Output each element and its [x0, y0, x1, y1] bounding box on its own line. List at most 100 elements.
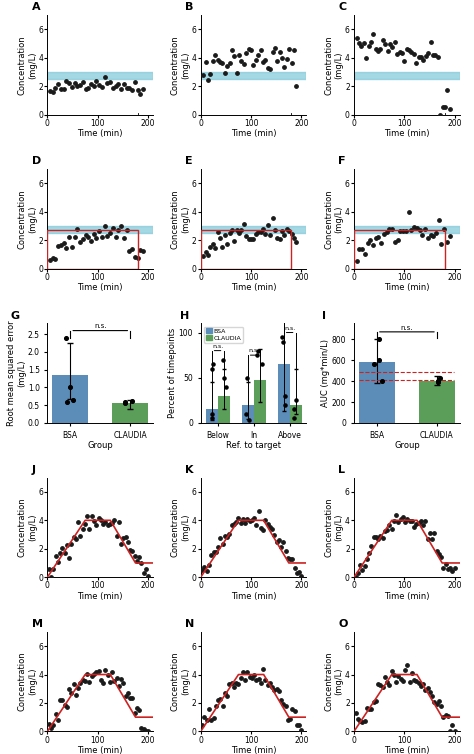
X-axis label: Time (min): Time (min): [231, 592, 276, 601]
Point: [255, 673, 263, 685]
Text: O: O: [338, 619, 347, 629]
Point: [99, 518, 107, 530]
Point: [119, 532, 127, 544]
Point: [201, 561, 208, 573]
Point: [417, 51, 425, 63]
Bar: [201, 226, 307, 233]
Point: [438, 238, 445, 250]
Y-axis label: Concentration
(mg/L): Concentration (mg/L): [171, 35, 190, 95]
Point: [435, 214, 443, 226]
Point: [235, 678, 242, 690]
Point: [115, 78, 122, 90]
Text: D: D: [32, 156, 41, 167]
Point: [259, 57, 267, 69]
Point: [419, 678, 427, 690]
Point: [415, 517, 422, 529]
Point: [106, 227, 114, 239]
Point: [211, 50, 219, 62]
Point: [54, 713, 62, 725]
Point: [376, 679, 384, 691]
Point: [57, 239, 64, 251]
Point: [123, 82, 130, 94]
Point: [424, 532, 431, 544]
Point: [278, 52, 286, 64]
Point: [298, 570, 305, 582]
Point: [408, 46, 415, 58]
Point: [282, 399, 289, 411]
Point: [226, 528, 233, 540]
Point: [367, 541, 375, 553]
Point: [126, 82, 133, 94]
Point: [79, 674, 87, 686]
Point: [217, 532, 224, 544]
Text: n.s.: n.s.: [401, 325, 413, 331]
Point: [112, 231, 119, 243]
Point: [291, 705, 299, 717]
Point: [286, 553, 294, 566]
Point: [72, 533, 80, 545]
Point: [383, 226, 391, 238]
Bar: [242, 405, 254, 423]
Point: [280, 698, 287, 710]
Point: [374, 45, 382, 57]
Point: [370, 28, 377, 40]
Point: [279, 336, 287, 348]
Point: [377, 238, 385, 250]
Text: n.s.: n.s.: [284, 326, 295, 331]
Point: [117, 673, 125, 685]
Y-axis label: Concentration
(mg/L): Concentration (mg/L): [18, 189, 37, 249]
Point: [290, 44, 298, 56]
Point: [396, 46, 403, 58]
Point: [83, 669, 91, 681]
Point: [264, 62, 272, 74]
Point: [65, 683, 73, 695]
Point: [106, 676, 114, 688]
Point: [237, 517, 245, 529]
Point: [203, 714, 210, 726]
Point: [68, 81, 76, 93]
Point: [200, 69, 207, 81]
Point: [434, 375, 441, 387]
Point: [118, 219, 125, 231]
Point: [246, 515, 254, 527]
Point: [73, 223, 81, 235]
Point: [140, 723, 147, 735]
Point: [205, 703, 213, 715]
Point: [214, 541, 222, 553]
Point: [352, 707, 359, 719]
Point: [381, 671, 389, 683]
Point: [68, 538, 75, 550]
Point: [250, 670, 258, 682]
Text: n.s.: n.s.: [212, 344, 223, 349]
Point: [59, 694, 66, 706]
Point: [95, 665, 102, 677]
Point: [222, 381, 229, 393]
Point: [63, 75, 70, 87]
Point: [128, 545, 136, 557]
Point: [90, 228, 98, 240]
Point: [285, 225, 293, 237]
Point: [276, 234, 283, 246]
Point: [451, 562, 458, 574]
Point: [367, 703, 375, 716]
Point: [281, 228, 288, 241]
Point: [385, 519, 393, 531]
Point: [55, 241, 62, 253]
Point: [247, 44, 255, 56]
Point: [216, 232, 224, 244]
Point: [137, 244, 144, 256]
Point: [79, 76, 87, 88]
Point: [93, 232, 100, 244]
Point: [104, 670, 111, 682]
Point: [46, 84, 54, 97]
Point: [374, 533, 382, 545]
Y-axis label: Concentration
(mg/L): Concentration (mg/L): [18, 651, 37, 712]
Point: [394, 234, 401, 246]
Bar: [206, 409, 218, 423]
Point: [88, 510, 96, 522]
Point: [440, 562, 447, 575]
Point: [268, 523, 276, 535]
Point: [97, 674, 105, 686]
Point: [108, 516, 116, 529]
Point: [293, 719, 301, 731]
